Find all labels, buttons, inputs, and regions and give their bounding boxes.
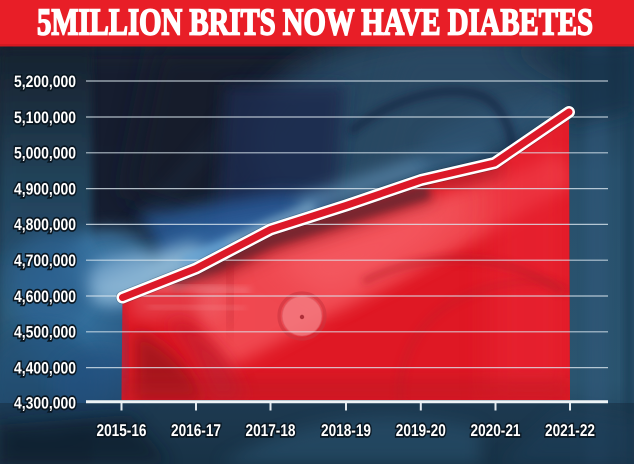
svg-text:5MILLION BRITS NOW HAVE DIABET: 5MILLION BRITS NOW HAVE DIABETES bbox=[37, 2, 593, 44]
svg-text:4,900,000: 4,900,000 bbox=[14, 180, 76, 198]
svg-text:2016-17: 2016-17 bbox=[171, 421, 221, 440]
svg-text:5,100,000: 5,100,000 bbox=[14, 109, 76, 127]
svg-text:4,400,000: 4,400,000 bbox=[14, 359, 76, 377]
svg-text:4,700,000: 4,700,000 bbox=[14, 252, 76, 270]
svg-text:4,300,000: 4,300,000 bbox=[14, 395, 76, 413]
svg-text:5,000,000: 5,000,000 bbox=[14, 145, 76, 163]
svg-text:2019-20: 2019-20 bbox=[396, 421, 446, 440]
svg-text:2018-19: 2018-19 bbox=[321, 421, 371, 440]
svg-text:2017-18: 2017-18 bbox=[246, 421, 296, 440]
svg-text:4,500,000: 4,500,000 bbox=[14, 324, 76, 342]
svg-text:5,200,000: 5,200,000 bbox=[14, 73, 76, 91]
svg-text:4,600,000: 4,600,000 bbox=[14, 288, 76, 306]
svg-text:2021-22: 2021-22 bbox=[545, 421, 595, 440]
svg-text:4,800,000: 4,800,000 bbox=[14, 216, 76, 234]
svg-text:2020-21: 2020-21 bbox=[471, 421, 521, 440]
svg-text:2015-16: 2015-16 bbox=[97, 421, 147, 440]
